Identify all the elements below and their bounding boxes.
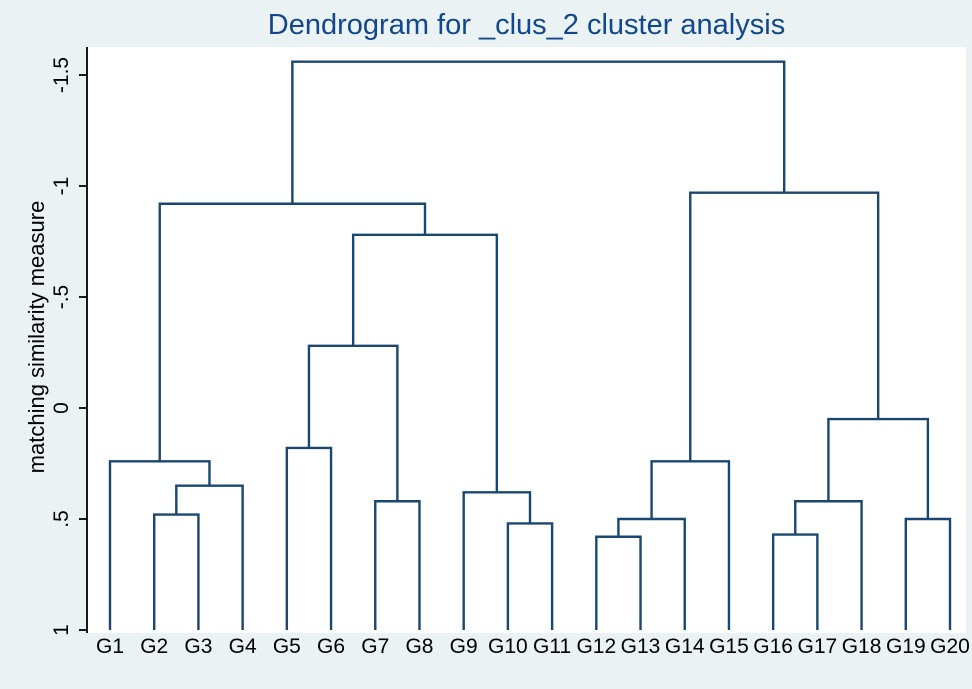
plot-area xyxy=(87,47,966,633)
leaf-label-G18: G18 xyxy=(842,635,882,658)
leaf-label-G19: G19 xyxy=(886,635,926,658)
y-tick-label: 1 xyxy=(50,624,73,636)
y-tick-label: -1 xyxy=(50,177,73,196)
leaf-label-G4: G4 xyxy=(229,635,257,658)
leaf-label-G11: G11 xyxy=(533,635,571,658)
leaf-label-G17: G17 xyxy=(798,635,838,658)
leaf-label-G9: G9 xyxy=(450,635,478,658)
dendrogram-link-ROOT xyxy=(291,60,786,204)
leaf-label-G5: G5 xyxy=(273,635,301,658)
leaf-label-G6: G6 xyxy=(317,635,345,658)
leaf-label-G16: G16 xyxy=(753,635,793,658)
y-tick-label: 0 xyxy=(50,402,73,414)
leaf-label-G15: G15 xyxy=(709,635,749,658)
y-tick-label: -.5 xyxy=(50,285,73,310)
leaf-label-G12: G12 xyxy=(576,635,616,658)
leaf-label-G14: G14 xyxy=(665,635,705,658)
y-tick-label: .5 xyxy=(50,510,73,528)
leaf-label-G7: G7 xyxy=(361,635,389,658)
leaf-label-G13: G13 xyxy=(621,635,661,658)
y-tick-label: -1.5 xyxy=(50,57,73,93)
y-axis-title: matching similarity measure xyxy=(24,200,49,474)
leaf-label-G2: G2 xyxy=(140,635,168,658)
leaf-label-G8: G8 xyxy=(405,635,433,658)
chart-title: Dendrogram for _clus_2 cluster analysis xyxy=(267,9,786,41)
leaf-label-G10: G10 xyxy=(488,635,528,658)
leaf-label-G20: G20 xyxy=(930,635,970,658)
leaf-label-G3: G3 xyxy=(184,635,212,658)
leaf-label-G1: G1 xyxy=(96,635,124,658)
